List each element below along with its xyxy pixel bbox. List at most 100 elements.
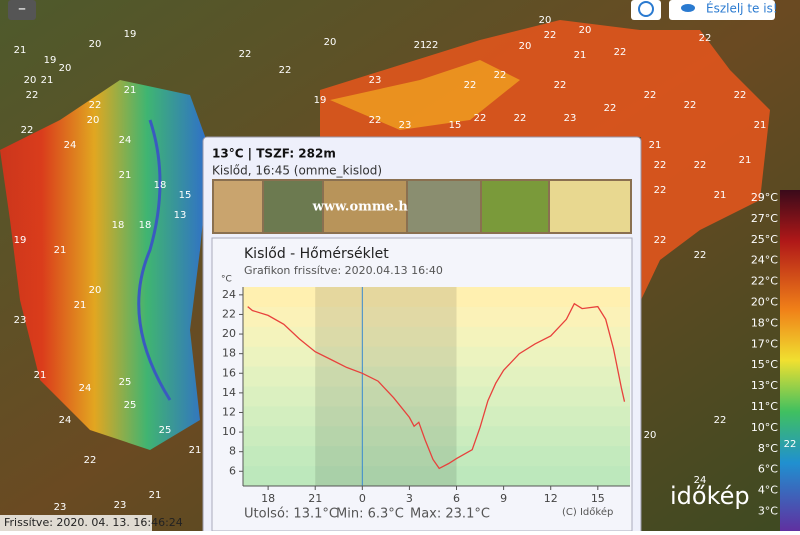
map-temperature: 19 xyxy=(44,55,57,66)
x-tick-label: 12 xyxy=(544,492,558,505)
map-temperature: 21 xyxy=(54,245,67,256)
map-temperature: 22 xyxy=(514,113,527,124)
y-tick-label: 18 xyxy=(222,347,236,360)
plot-band xyxy=(243,446,630,467)
map-temperature: 22 xyxy=(654,235,667,246)
popup-header: 13°C | TSZF: 282m xyxy=(212,147,336,161)
map-temperature: 21 xyxy=(74,300,87,311)
y-tick-label: 22 xyxy=(222,307,236,320)
plot-band xyxy=(243,346,630,368)
popup-subheader: Kislőd, 16:45 (omme_kislod) xyxy=(212,164,382,178)
map-temperature: 25 xyxy=(119,377,132,388)
map-temperature: 22 xyxy=(699,33,712,44)
map-temperature: 21 xyxy=(574,50,587,61)
map-temperature: 22 xyxy=(614,47,627,58)
map-temperature: 20 xyxy=(644,430,657,441)
map-temperature: 22 xyxy=(554,80,567,91)
map-temperature: 23 xyxy=(114,500,127,511)
map-temperature: 24 xyxy=(64,140,77,151)
map-temperature: 23 xyxy=(369,75,382,86)
map-temperature: 24 xyxy=(694,475,707,486)
report-button[interactable] xyxy=(669,0,775,20)
y-tick-label: 8 xyxy=(229,445,236,458)
footer-max: Max: 23.1°C xyxy=(410,507,490,522)
map-temperature: 18 xyxy=(139,220,152,231)
legend-label: 10°C xyxy=(751,421,778,434)
map-temperature: 18 xyxy=(112,220,125,231)
map-temperature: 23 xyxy=(54,502,67,513)
footer-min: Min: 6.3°C xyxy=(336,507,404,522)
legend-label: 17°C xyxy=(751,337,778,350)
map-temperature: 22 xyxy=(89,100,102,111)
plot-band xyxy=(243,406,630,427)
map-temperature: 21 xyxy=(124,85,137,96)
legend-label: 24°C xyxy=(751,254,778,267)
map-temperature: 20 xyxy=(579,25,592,36)
y-tick-label: 6 xyxy=(229,464,236,477)
x-tick-label: 18 xyxy=(261,492,275,505)
legend-label: 4°C xyxy=(758,484,778,497)
map-temperature: 25 xyxy=(124,400,137,411)
map-temperature: 19 xyxy=(14,235,27,246)
map-temperature: 25 xyxy=(159,425,172,436)
x-tick-label: 15 xyxy=(591,492,605,505)
map-temperature: 13 xyxy=(174,210,187,221)
map-temperature: 22 xyxy=(369,115,382,126)
logo: időkép xyxy=(670,482,750,510)
x-tick-label: 6 xyxy=(453,492,460,505)
map-temperature: 21 xyxy=(414,40,427,51)
legend-scale xyxy=(780,190,800,531)
map-temperature: 21 xyxy=(739,155,752,166)
map-temperature: 21 xyxy=(754,120,767,131)
map-temperature: 22 xyxy=(239,49,252,60)
map-temperature: 22 xyxy=(84,455,97,466)
locate-button[interactable] xyxy=(631,0,661,20)
banner-photo xyxy=(482,181,548,232)
map-temperature: 15 xyxy=(179,190,192,201)
y-tick-label: 12 xyxy=(222,405,236,418)
map-temperature: 21 xyxy=(714,190,727,201)
y-tick-label: 16 xyxy=(222,366,236,379)
night-shade xyxy=(315,287,457,486)
legend-label: 29°C xyxy=(751,191,778,204)
plot-band xyxy=(243,287,630,308)
x-tick-label: 21 xyxy=(308,492,322,505)
map-temperature: 20 xyxy=(89,39,102,50)
map-temperature: 22 xyxy=(279,65,292,76)
legend-label: 27°C xyxy=(751,212,778,225)
map-temperature: 22 xyxy=(784,439,797,450)
map-temperature: 22 xyxy=(494,70,507,81)
locate-icon xyxy=(638,1,654,17)
plot-band xyxy=(243,306,630,328)
banner-photo xyxy=(264,181,322,232)
map-temperature: 21 xyxy=(34,370,47,381)
plot-band xyxy=(243,426,630,447)
y-axis-label: °C xyxy=(221,275,232,285)
map-temperature: 22 xyxy=(694,250,707,261)
y-tick-label: 20 xyxy=(222,327,236,340)
map-temperature: 19 xyxy=(314,95,327,106)
banner-text: www.omme.hu xyxy=(312,200,418,215)
chart-subtitle: Grafikon frissítve: 2020.04.13 16:40 xyxy=(244,264,443,277)
region-north xyxy=(330,60,520,130)
legend-label: 18°C xyxy=(751,316,778,329)
updated-box xyxy=(0,515,152,531)
map-temperature: 22 xyxy=(26,90,39,101)
map-temperature: 22 xyxy=(464,80,477,91)
map-temperature: 22 xyxy=(714,415,727,426)
map-temperature: 22 xyxy=(604,103,617,114)
map-temperature: 22 xyxy=(544,30,557,41)
map-temperature: 23 xyxy=(14,315,27,326)
map-temperature: 21 xyxy=(649,140,662,151)
map-temperature: 21 xyxy=(119,170,132,181)
eye-icon xyxy=(681,4,695,12)
map-temperature: 22 xyxy=(21,125,34,136)
zoom-out-button[interactable] xyxy=(8,0,36,20)
map-temperature: 20 xyxy=(87,115,100,126)
map-temperature: 20 xyxy=(324,37,337,48)
map-temperature: 22 xyxy=(734,90,747,101)
map-temperature: 21 xyxy=(149,490,162,501)
banner-photo xyxy=(214,181,262,232)
legend-label: 13°C xyxy=(751,379,778,392)
